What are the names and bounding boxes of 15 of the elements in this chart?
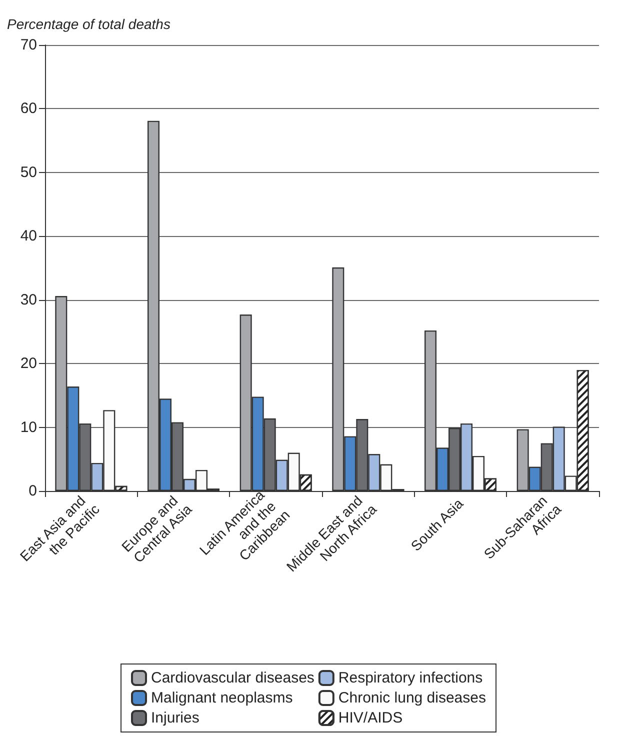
legend-label: Injuries	[151, 710, 200, 726]
legend-label: Respiratory infections	[338, 670, 483, 686]
legend-label: Cardiovascular diseases	[151, 670, 314, 686]
y-tick-label: 20	[20, 355, 37, 372]
y-tick-label: 60	[20, 100, 37, 118]
y-axis-title: Percentage of total deaths	[7, 16, 170, 32]
legend-label: Chronic lung diseases	[338, 690, 486, 706]
y-tick-label: 0	[28, 482, 37, 500]
legend-label: Malignant neoplasms	[151, 690, 293, 706]
y-tick-label: 10	[20, 418, 37, 436]
legend-label: HIV/AIDS	[338, 710, 403, 726]
y-tick-label: 30	[20, 291, 37, 308]
y-tick-label: 50	[20, 164, 37, 181]
y-tick-label: 70	[20, 36, 37, 54]
y-tick-label: 40	[20, 228, 37, 245]
